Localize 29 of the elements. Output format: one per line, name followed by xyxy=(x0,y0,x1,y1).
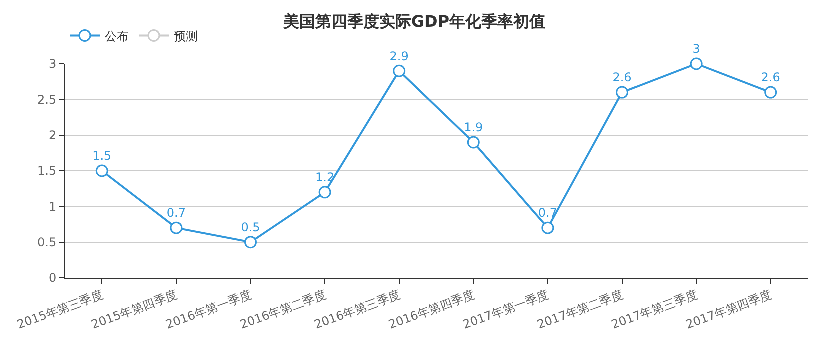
y-tick-label: 2 xyxy=(48,128,57,143)
y-tick-label: 2.5 xyxy=(38,92,57,107)
data-label: 1.5 xyxy=(92,149,112,164)
y-tick-label: 0.5 xyxy=(38,236,57,250)
point xyxy=(393,64,406,78)
point xyxy=(542,222,554,234)
y-tick-label: 1.5 xyxy=(38,164,57,178)
y-tick-label: 3 xyxy=(48,57,57,72)
point xyxy=(96,164,108,178)
data-label: 3 xyxy=(692,42,700,56)
data-label: 1.9 xyxy=(464,120,484,135)
y-tick-label: 0 xyxy=(48,271,57,286)
data-label: 2.6 xyxy=(612,70,632,85)
y-tick-label: 1 xyxy=(48,200,57,214)
point xyxy=(764,86,778,99)
data-label: 2.6 xyxy=(761,70,780,85)
legend-label: 预测 xyxy=(174,29,198,44)
data-label: 2.9 xyxy=(390,49,409,64)
point xyxy=(170,222,183,234)
point xyxy=(690,58,703,70)
data-label: 1.2 xyxy=(316,170,335,185)
data-label: 0.5 xyxy=(241,220,260,234)
point xyxy=(318,186,332,199)
point xyxy=(467,136,480,149)
data-label: 0.7 xyxy=(166,206,186,220)
chart-title: 美国第四季度实际GDP年化季率初值 xyxy=(282,12,546,31)
point xyxy=(616,86,628,99)
point xyxy=(244,236,257,249)
legend-label: 公布 xyxy=(105,29,129,44)
